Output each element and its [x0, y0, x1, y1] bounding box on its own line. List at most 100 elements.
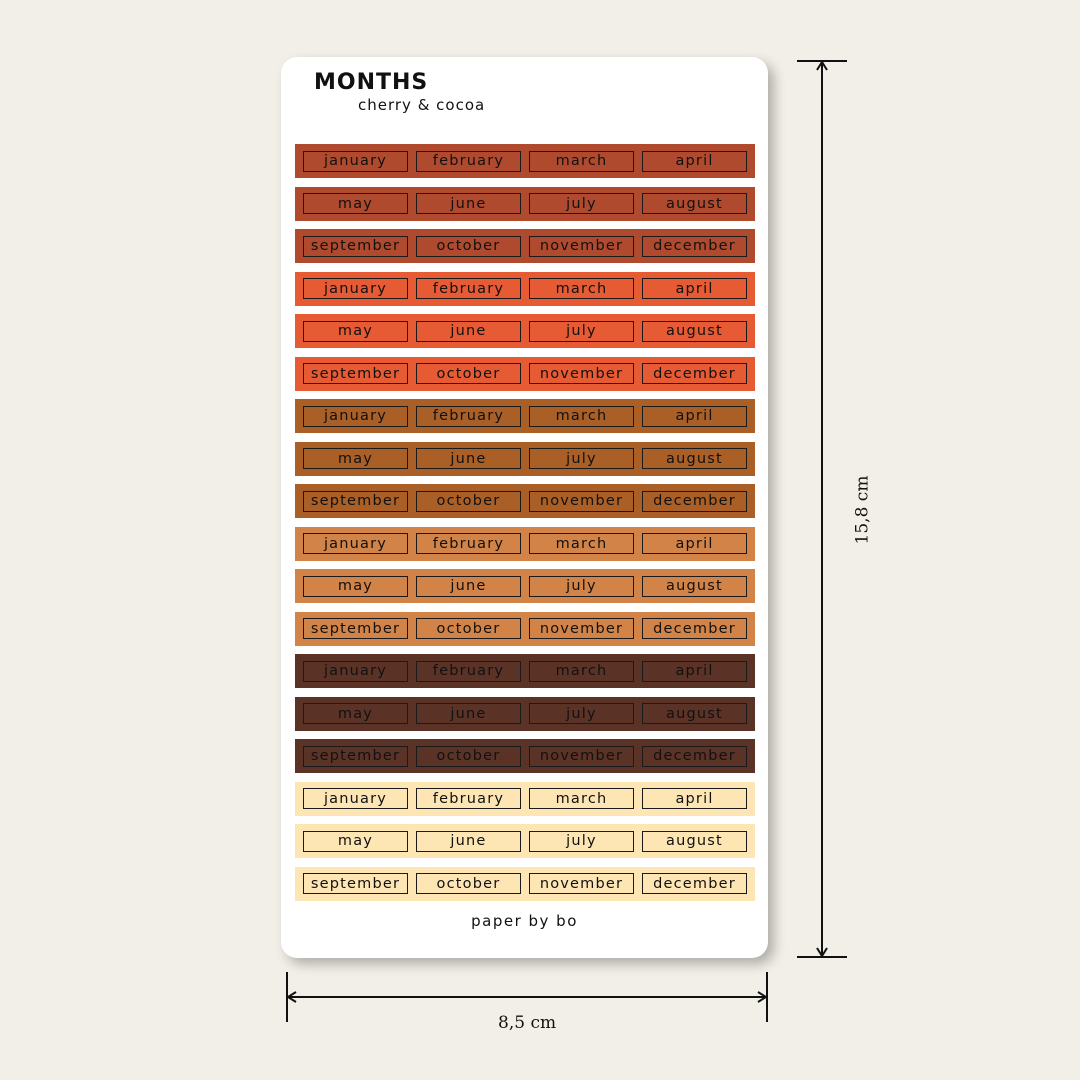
- month-strip: may june july august: [295, 186, 755, 221]
- month-label: june: [416, 320, 521, 342]
- month-label: february: [416, 533, 521, 554]
- month-label: march: [529, 788, 634, 809]
- month-label: january: [303, 405, 408, 427]
- month-label: january: [303, 278, 408, 299]
- month-label: july: [529, 448, 634, 469]
- month-label: august: [642, 703, 747, 724]
- month-label: april: [642, 533, 747, 554]
- month-label: november: [529, 490, 634, 512]
- month-label: october: [416, 745, 521, 767]
- month-strips: january february march april may june july augu…: [295, 144, 755, 909]
- month-label: may: [303, 830, 408, 852]
- brand-footer: paper by bo: [471, 912, 578, 930]
- month-label: december: [642, 745, 747, 767]
- month-label: august: [642, 193, 747, 214]
- width-arrow-right: [757, 991, 768, 1003]
- month-label: january: [303, 150, 408, 172]
- month-label: october: [416, 235, 521, 257]
- month-label: september: [303, 490, 408, 512]
- month-strip: september october november december: [295, 484, 755, 518]
- month-label: march: [529, 533, 634, 554]
- month-label: may: [303, 703, 408, 724]
- month-label: may: [303, 193, 408, 214]
- month-label: september: [303, 745, 408, 767]
- month-label: july: [529, 575, 634, 597]
- height-arrow-top: [816, 60, 828, 71]
- month-label: september: [303, 873, 408, 894]
- month-label: february: [416, 788, 521, 809]
- month-label: june: [416, 448, 521, 469]
- month-label: october: [416, 490, 521, 512]
- month-label: march: [529, 405, 634, 427]
- month-label: september: [303, 235, 408, 257]
- month-label: april: [642, 788, 747, 809]
- month-label: july: [529, 703, 634, 724]
- month-label: april: [642, 150, 747, 172]
- month-strip: january february march april: [295, 526, 755, 561]
- month-label: march: [529, 278, 634, 299]
- month-label: february: [416, 150, 521, 172]
- month-label: january: [303, 533, 408, 554]
- month-strip: september october november december: [295, 866, 755, 901]
- month-strip: september october november december: [295, 229, 755, 263]
- month-label: december: [642, 490, 747, 512]
- month-strip: september october november december: [295, 739, 755, 773]
- month-label: february: [416, 405, 521, 427]
- month-strip: may june july august: [295, 569, 755, 603]
- month-label: august: [642, 320, 747, 342]
- month-label: november: [529, 745, 634, 767]
- month-strip: january february march april: [295, 654, 755, 688]
- month-label: june: [416, 703, 521, 724]
- month-label: february: [416, 278, 521, 299]
- month-strip: january february march april: [295, 271, 755, 306]
- month-label: may: [303, 575, 408, 597]
- month-label: november: [529, 235, 634, 257]
- month-label: february: [416, 660, 521, 682]
- width-label: 8,5 cm: [498, 1013, 557, 1033]
- month-label: december: [642, 363, 747, 384]
- month-label: october: [416, 363, 521, 384]
- height-label: 15,8 cm: [852, 475, 873, 545]
- month-label: june: [416, 193, 521, 214]
- month-label: june: [416, 830, 521, 852]
- month-label: november: [529, 618, 634, 639]
- month-label: october: [416, 873, 521, 894]
- month-label: july: [529, 193, 634, 214]
- width-arrow-left: [286, 991, 297, 1003]
- month-strip: january february march april: [295, 781, 755, 816]
- month-label: april: [642, 405, 747, 427]
- sheet-title: MONTHS: [314, 70, 429, 95]
- month-label: march: [529, 150, 634, 172]
- month-strip: september october november december: [295, 611, 755, 646]
- month-strip: may june july august: [295, 824, 755, 858]
- month-label: november: [529, 363, 634, 384]
- month-label: august: [642, 448, 747, 469]
- month-label: april: [642, 278, 747, 299]
- month-label: june: [416, 575, 521, 597]
- month-label: january: [303, 788, 408, 809]
- month-label: december: [642, 618, 747, 639]
- sheet-subtitle: cherry & cocoa: [358, 96, 486, 114]
- month-strip: may june july august: [295, 314, 755, 348]
- month-label: november: [529, 873, 634, 894]
- month-label: august: [642, 830, 747, 852]
- month-label: september: [303, 363, 408, 384]
- month-label: april: [642, 660, 747, 682]
- month-label: july: [529, 830, 634, 852]
- month-label: october: [416, 618, 521, 639]
- month-strip: january february march april: [295, 144, 755, 178]
- month-strip: may june july august: [295, 696, 755, 731]
- month-label: december: [642, 235, 747, 257]
- month-label: july: [529, 320, 634, 342]
- month-label: september: [303, 618, 408, 639]
- height-arrow-bottom: [816, 947, 828, 958]
- month-label: december: [642, 873, 747, 894]
- month-label: march: [529, 660, 634, 682]
- month-label: may: [303, 448, 408, 469]
- month-label: january: [303, 660, 408, 682]
- month-strip: january february march april: [295, 399, 755, 433]
- month-strip: may june july august: [295, 441, 755, 476]
- month-label: may: [303, 320, 408, 342]
- month-strip: september october november december: [295, 356, 755, 391]
